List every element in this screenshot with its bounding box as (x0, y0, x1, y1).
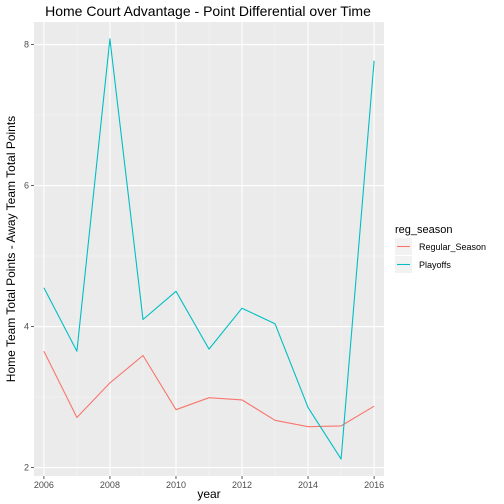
x-tick-label: 2010 (166, 480, 186, 490)
x-tick-label: 2012 (232, 480, 252, 490)
x-tick-label: 2016 (364, 480, 384, 490)
series-line-regular-season (43, 350, 375, 428)
series-line-playoffs (43, 38, 375, 460)
y-tick-labels: 2 4 6 8 (24, 40, 29, 473)
legend-label: Playoffs (419, 260, 451, 270)
y-tick-label: 4 (24, 322, 29, 332)
y-tick-label: 6 (24, 181, 29, 191)
chart-title: Home Court Advantage - Point Differentia… (45, 3, 371, 19)
y-tick-label: 8 (24, 40, 29, 50)
legend-label: Regular_Season (419, 242, 486, 252)
legend-items: Regular_Season Playoffs (395, 238, 486, 273)
legend-title: reg_season (395, 224, 453, 236)
legend: reg_season Regular_Season Playoffs (395, 224, 486, 273)
minor-gridlines (34, 22, 384, 476)
x-tick-label: 2006 (34, 480, 54, 490)
x-tick-label: 2008 (100, 480, 120, 490)
x-axis-title: year (197, 487, 220, 501)
x-tick-label: 2014 (298, 480, 318, 490)
major-gridlines (34, 22, 384, 476)
series-lines (43, 38, 375, 460)
x-tick-labels: 2006 2008 2010 2012 2014 2016 (34, 480, 384, 490)
y-axis-title: Home Team Total Points - Away Team Total… (4, 116, 18, 382)
y-tick-label: 2 (24, 463, 29, 473)
axis-ticks (31, 44, 375, 479)
